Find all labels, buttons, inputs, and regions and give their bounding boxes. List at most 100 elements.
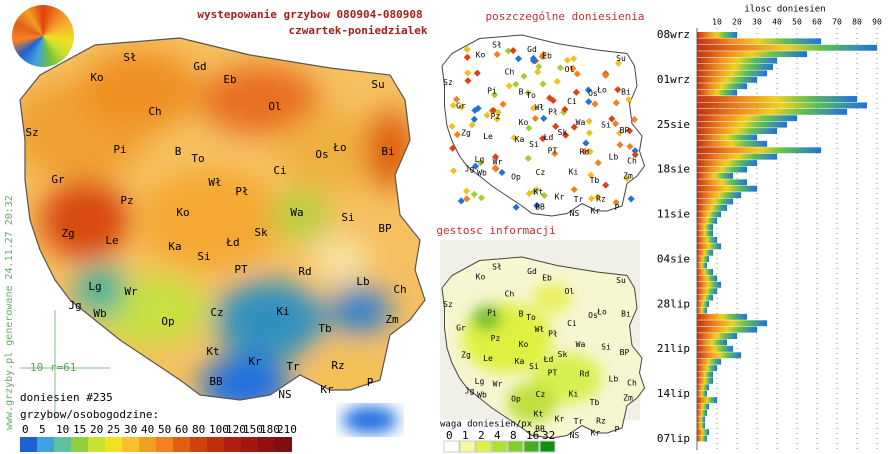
bar: [697, 422, 705, 429]
bar: [697, 281, 721, 288]
city-label: Ka: [515, 357, 525, 366]
city-label: Wr: [124, 285, 138, 298]
city-label: Lb: [356, 275, 369, 288]
city-label: Łd: [543, 355, 554, 364]
city-label: Lb: [609, 153, 619, 162]
city-label: Eb: [542, 52, 552, 61]
watermark: www.grzyby.pl generowane 24.11.27 20:32: [4, 195, 15, 430]
city-label: To: [526, 313, 536, 322]
city-label: Su: [371, 78, 384, 91]
city-label: Gd: [527, 267, 537, 276]
city-label: Wr: [493, 158, 503, 167]
city-label: Ch: [393, 283, 406, 296]
city-label: Ol: [565, 287, 575, 296]
bar: [697, 128, 777, 134]
city-label: Zm: [385, 313, 399, 326]
bar: [697, 294, 713, 301]
city-label: P: [367, 376, 374, 389]
city-label: Wb: [477, 391, 487, 400]
report-dot: [504, 47, 512, 55]
bar: [697, 204, 727, 211]
report-dot: [452, 95, 460, 103]
subtitle: czwartek-poniedzialek: [288, 24, 427, 37]
city-label: Eb: [542, 274, 552, 283]
report-dot: [493, 50, 501, 58]
city-label: Su: [616, 54, 626, 63]
report-dot: [463, 195, 471, 203]
weight-tick: 4: [494, 429, 501, 442]
legend-swatch: [241, 437, 258, 452]
city-label: Sz: [25, 126, 38, 139]
legend-swatch: [71, 437, 88, 452]
report-dot: [491, 91, 499, 99]
bar: [697, 102, 867, 109]
bar: [697, 217, 717, 224]
x-tick-label: 20: [732, 18, 742, 27]
report-dot: [631, 151, 639, 159]
bar: [697, 147, 821, 154]
city-label: Si: [529, 362, 539, 371]
bar: [697, 365, 717, 372]
report-dot: [572, 88, 580, 96]
y-tick-label: 04sie: [657, 252, 690, 265]
city-label: Kr: [320, 383, 334, 396]
city-label: Gr: [456, 102, 466, 111]
legend-swatch: [88, 437, 105, 452]
city-label: Op: [511, 395, 521, 404]
city-label: Ko: [90, 71, 103, 84]
city-label: Si: [341, 211, 354, 224]
city-label: Lg: [88, 280, 101, 293]
x-tick-label: 50: [792, 18, 802, 27]
legend-tick: 80: [192, 423, 205, 436]
city-label: BB: [535, 425, 545, 434]
report-dot: [581, 147, 589, 156]
city-label: Łd: [543, 133, 554, 142]
legend-tick: 180: [260, 423, 280, 436]
bar: [697, 76, 757, 83]
y-tick-label: 11sie: [657, 208, 690, 221]
city-label: Ło: [596, 86, 607, 95]
city-label: Pz: [491, 334, 501, 343]
report-dot: [602, 181, 610, 189]
legend-tick: 0: [22, 423, 29, 436]
bar: [697, 313, 747, 320]
city-label: Wr: [493, 380, 503, 389]
weight-swatch: [491, 440, 508, 453]
y-tick-label: 21lip: [657, 342, 690, 355]
report-dot: [551, 150, 559, 158]
bar: [697, 140, 767, 147]
bar: [697, 288, 717, 295]
city-label: Os: [588, 89, 598, 98]
city-label: BP: [620, 126, 630, 135]
city-label: Tr: [286, 360, 300, 373]
report-dot: [531, 114, 539, 123]
report-dot: [512, 203, 520, 211]
legend-swatch: [190, 437, 207, 452]
y-tick-label: 25sie: [657, 118, 690, 131]
city-label: Si: [529, 140, 539, 149]
report-dot: [477, 159, 485, 167]
city-label: Tb: [590, 176, 600, 185]
report-dot: [553, 78, 561, 86]
bar: [697, 269, 713, 275]
report-dot: [587, 195, 596, 203]
legend-tick: 60: [175, 423, 188, 436]
city-label: Kr: [591, 207, 601, 216]
report-dot: [450, 167, 458, 175]
density-title: gestosc informacji: [436, 224, 555, 237]
city-label: Si: [197, 250, 210, 263]
city-label: Wb: [93, 307, 106, 320]
heat-layer: [20, 38, 425, 400]
report-dot: [512, 80, 520, 88]
report-dot: [616, 129, 624, 137]
weight-legend: 0 1 2 4 8 16 32: [443, 429, 556, 453]
city-label: Op: [511, 173, 521, 182]
legend-swatch: [258, 437, 275, 452]
city-label: Cz: [536, 390, 546, 399]
legend-tick: 150: [243, 423, 263, 436]
city-label: Ol: [565, 65, 575, 74]
legend-tick: 20: [90, 423, 103, 436]
city-label: Sz: [443, 300, 453, 309]
hist-title: ilosc doniesien: [744, 5, 825, 15]
city-label: To: [191, 152, 204, 165]
